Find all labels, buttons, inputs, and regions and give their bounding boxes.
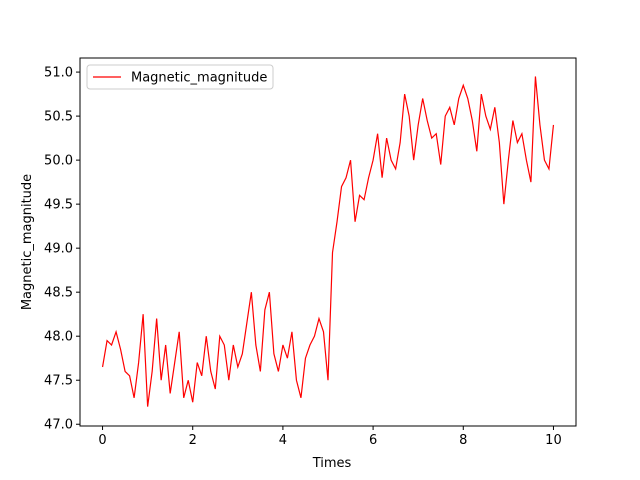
x-tick-label: 2 [189,433,197,448]
x-tick-label: 10 [545,433,562,448]
y-tick-label: 47.5 [44,374,73,389]
x-tick-label: 0 [98,433,106,448]
y-tick-label: 51.0 [44,66,73,81]
y-tick-label: 48.5 [44,286,73,301]
x-tick-label: 6 [369,433,377,448]
x-tick-label: 4 [279,433,287,448]
y-tick-label: 50.0 [44,154,73,169]
y-tick-label: 50.5 [44,110,73,125]
x-axis-label: Times [312,456,352,471]
legend-box [86,64,274,90]
x-tick-label: 8 [459,433,467,448]
y-tick-label: 49.5 [44,198,73,213]
legend-label: Magnetic_magnitude [131,71,267,86]
y-tick-label: 47.0 [44,418,73,433]
y-axis-label: Magnetic_magnitude [20,174,35,310]
y-tick-label: 49.0 [44,242,73,257]
data-line [101,76,555,407]
plot-frame [79,57,577,427]
y-tick-label: 48.0 [44,330,73,345]
